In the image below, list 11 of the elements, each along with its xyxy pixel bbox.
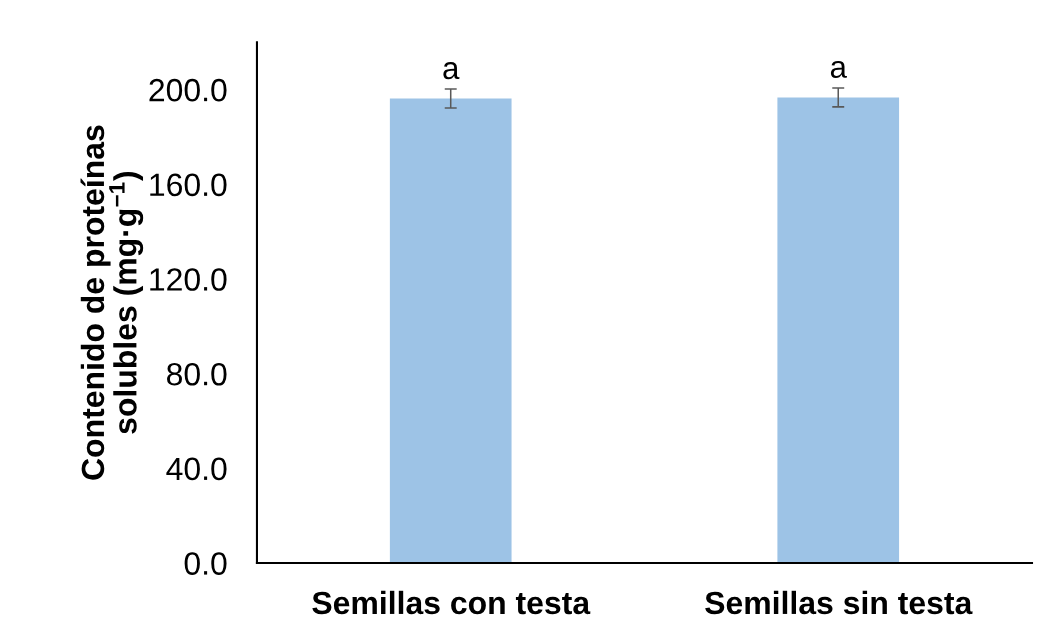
annotation: a	[443, 62, 460, 80]
y-axis-title: Contenido de proteínas solubles (mg·g$^{−1}$)	[80, 125, 144, 480]
annotation: a	[830, 60, 847, 79]
x-tick-label: Semillas con testa	[312, 590, 591, 615]
x-tick-label: Semillas sin testa	[705, 590, 973, 615]
y-tick-label: 40.0	[166, 457, 227, 481]
y-tick-label: 0.0	[184, 552, 227, 575]
y-tick-label: 160.0	[150, 173, 227, 197]
y-tick-label: 200.0	[149, 78, 227, 102]
y-tick-label: 80.0	[167, 362, 227, 386]
y-tick-label: 120.0	[150, 268, 227, 291]
